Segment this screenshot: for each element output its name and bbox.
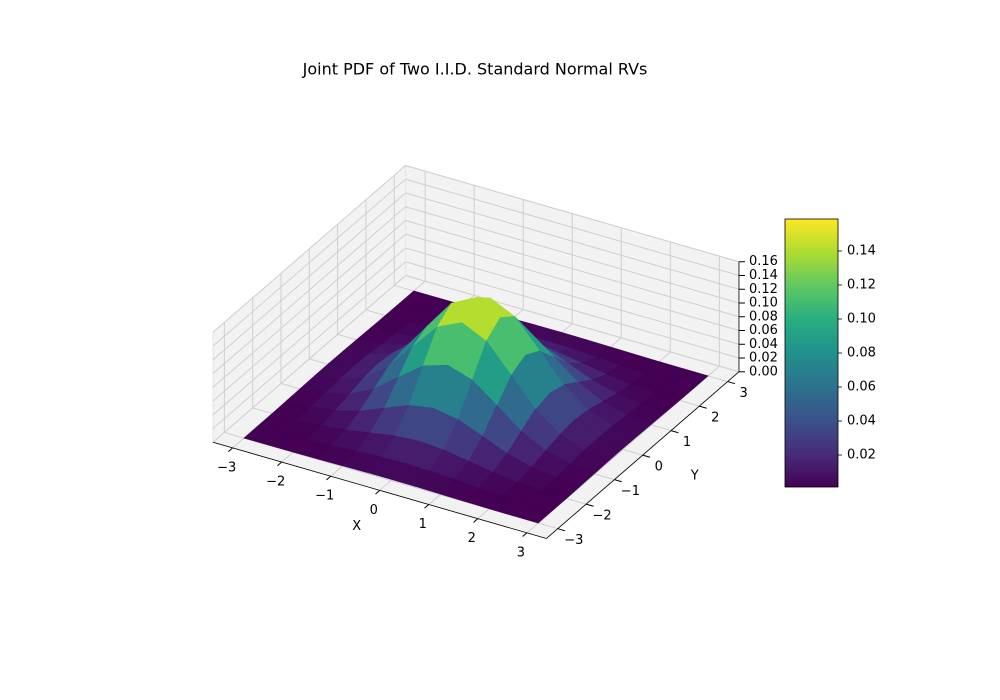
y-tick	[585, 503, 594, 507]
colorbar-tick-label: 0.10	[847, 311, 876, 326]
grid-line	[405, 178, 740, 276]
surface	[243, 290, 709, 524]
x-tick-label: −2	[266, 475, 285, 490]
colorbar-tick-label: 0.08	[847, 346, 876, 361]
grid-line	[405, 275, 740, 373]
colorbar	[784, 218, 839, 488]
z-tick-label: 0.02	[749, 351, 778, 366]
z-tick-label: 0.04	[749, 337, 778, 352]
grid-line	[405, 192, 740, 290]
grid-line	[405, 261, 740, 359]
colorbar-tick-label: 0.12	[847, 277, 876, 292]
x-tick	[375, 489, 381, 495]
x-tick-label: 3	[517, 545, 525, 560]
z-tick-label: 0.16	[749, 254, 778, 269]
grid-line	[405, 165, 740, 263]
y-tick-label: 3	[739, 386, 747, 401]
x-tick-label: 2	[468, 531, 476, 546]
x-tick	[522, 532, 528, 537]
z-tick-label: 0.10	[749, 296, 778, 311]
grid-line	[405, 220, 740, 318]
y-tick	[642, 454, 651, 458]
colorbar-tick-label: 0.14	[847, 243, 876, 258]
colorbar-tick-label: 0.06	[847, 380, 876, 395]
y-tick	[699, 405, 707, 409]
x-axis-label: X	[352, 519, 361, 534]
grid-line	[212, 178, 406, 347]
x-tick	[326, 475, 332, 481]
y-axis	[546, 371, 740, 539]
grid-line	[212, 275, 406, 443]
colorbar-tick-label: 0.04	[847, 414, 876, 429]
z-tick-label: 0.06	[749, 323, 778, 338]
grid-line	[212, 192, 406, 361]
y-axis-label: Y	[690, 469, 699, 484]
x-tick-label: −1	[315, 489, 334, 504]
grid-line	[405, 206, 740, 304]
y-tick	[614, 479, 622, 483]
grid-line	[212, 233, 406, 402]
z-tick-label: 0.14	[749, 268, 778, 283]
grid-line	[212, 206, 406, 374]
z-tick-label: 0.12	[749, 282, 778, 297]
x-tick	[473, 518, 479, 523]
grid-line	[212, 261, 406, 429]
grid-line	[212, 220, 406, 388]
colorbar-tick-label: 0.02	[847, 448, 876, 463]
x-tick-label: −3	[217, 460, 236, 475]
y-tick	[670, 430, 679, 434]
grid-line	[405, 233, 740, 331]
x-tick	[277, 461, 283, 467]
y-tick-label: −1	[621, 484, 640, 499]
x-axis	[212, 441, 547, 539]
x-tick	[424, 504, 430, 509]
x-tick	[228, 447, 233, 452]
grid-line	[212, 165, 406, 333]
chart-title: Joint PDF of Two I.I.D. Standard Normal …	[302, 60, 648, 79]
z-tick-label: 0.08	[749, 309, 778, 324]
y-tick	[557, 528, 566, 532]
z-tick-label: 0.00	[749, 364, 778, 379]
surface-cell	[513, 503, 553, 524]
y-tick-label: 0	[655, 460, 663, 475]
y-tick-label: −3	[564, 533, 583, 548]
grid-line	[212, 247, 406, 416]
y-tick-label: 1	[683, 435, 691, 450]
grid-line	[405, 247, 740, 345]
y-tick	[727, 381, 736, 385]
x-tick-label: 0	[370, 503, 378, 518]
y-tick-label: 2	[711, 411, 719, 426]
x-tick-label: 1	[419, 517, 427, 532]
y-tick-label: −2	[593, 509, 612, 524]
